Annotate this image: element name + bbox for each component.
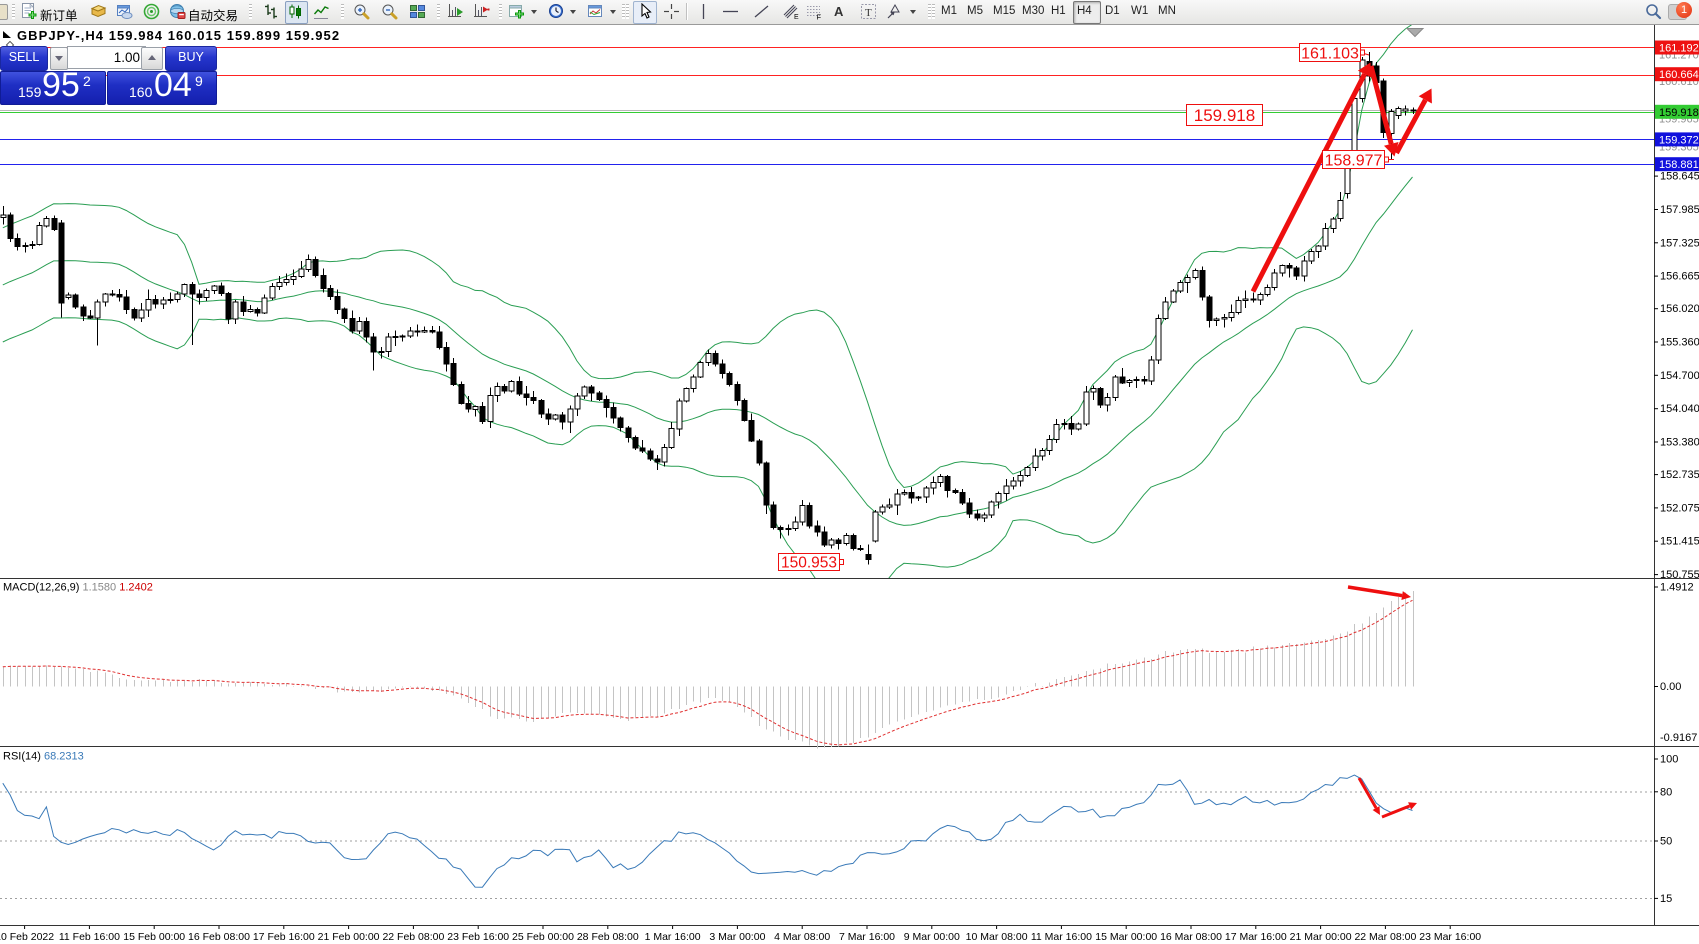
svg-text:25 Feb 00:00: 25 Feb 00:00 bbox=[512, 931, 574, 943]
svg-text:100: 100 bbox=[1660, 754, 1678, 766]
svg-text:E: E bbox=[794, 14, 799, 20]
svg-text:154.040: 154.040 bbox=[1660, 403, 1699, 415]
svg-text:10 Mar 08:00: 10 Mar 08:00 bbox=[966, 931, 1028, 943]
svg-text:156.020: 156.020 bbox=[1660, 303, 1699, 315]
svg-text:15 Feb 00:00: 15 Feb 00:00 bbox=[123, 931, 185, 943]
svg-text:158.645: 158.645 bbox=[1660, 171, 1699, 183]
svg-text:7 Mar 16:00: 7 Mar 16:00 bbox=[839, 931, 895, 943]
svg-text:0.00: 0.00 bbox=[1660, 681, 1681, 693]
svg-text:15: 15 bbox=[1660, 893, 1672, 905]
svg-text:17 Feb 16:00: 17 Feb 16:00 bbox=[253, 931, 315, 943]
svg-text:151.415: 151.415 bbox=[1660, 536, 1699, 548]
svg-text:156.665: 156.665 bbox=[1660, 271, 1699, 283]
svg-text:1.4912: 1.4912 bbox=[1660, 582, 1694, 594]
svg-text:4 Mar 08:00: 4 Mar 08:00 bbox=[774, 931, 830, 943]
svg-text:-0.9167: -0.9167 bbox=[1660, 732, 1697, 744]
svg-text:152.735: 152.735 bbox=[1660, 469, 1699, 481]
svg-text:21 Feb 00:00: 21 Feb 00:00 bbox=[318, 931, 380, 943]
svg-text:50: 50 bbox=[1660, 836, 1672, 848]
svg-text:10 Feb 2022: 10 Feb 2022 bbox=[0, 931, 54, 943]
svg-text:22 Feb 08:00: 22 Feb 08:00 bbox=[382, 931, 444, 943]
svg-text:150.953: 150.953 bbox=[781, 555, 837, 572]
svg-text:21 Mar 00:00: 21 Mar 00:00 bbox=[1290, 931, 1352, 943]
svg-text:MACD(12,26,9) 1.1580 1.2402: MACD(12,26,9) 1.1580 1.2402 bbox=[3, 582, 153, 594]
svg-text:T: T bbox=[865, 7, 872, 19]
svg-text:16 Feb 08:00: 16 Feb 08:00 bbox=[188, 931, 250, 943]
svg-text:157.325: 157.325 bbox=[1660, 237, 1699, 249]
svg-text:159.372: 159.372 bbox=[1659, 134, 1699, 146]
svg-text:150.755: 150.755 bbox=[1660, 569, 1699, 581]
svg-text:F: F bbox=[817, 13, 822, 21]
svg-text:155.360: 155.360 bbox=[1660, 337, 1699, 349]
svg-text:RSI(14) 68.2313: RSI(14) 68.2313 bbox=[3, 751, 84, 763]
svg-text:17 Mar 16:00: 17 Mar 16:00 bbox=[1225, 931, 1287, 943]
svg-text:23 Feb 16:00: 23 Feb 16:00 bbox=[447, 931, 509, 943]
svg-text:161.192: 161.192 bbox=[1659, 43, 1699, 55]
svg-text:11 Feb 16:00: 11 Feb 16:00 bbox=[59, 931, 120, 943]
svg-text:80: 80 bbox=[1660, 786, 1672, 798]
svg-text:9 Mar 00:00: 9 Mar 00:00 bbox=[904, 931, 960, 943]
svg-text:154.700: 154.700 bbox=[1660, 370, 1699, 382]
svg-text:22 Mar 08:00: 22 Mar 08:00 bbox=[1354, 931, 1416, 943]
svg-text:28 Feb 08:00: 28 Feb 08:00 bbox=[577, 931, 639, 943]
svg-text:157.985: 157.985 bbox=[1660, 204, 1699, 216]
svg-text:1 Mar 16:00: 1 Mar 16:00 bbox=[645, 931, 701, 943]
svg-text:159.918: 159.918 bbox=[1659, 107, 1699, 119]
svg-text:153.380: 153.380 bbox=[1660, 437, 1699, 449]
svg-text:16 Mar 08:00: 16 Mar 08:00 bbox=[1160, 931, 1222, 943]
svg-text:159.918: 159.918 bbox=[1194, 106, 1255, 125]
svg-text:160.664: 160.664 bbox=[1659, 69, 1699, 81]
svg-text:23 Mar 16:00: 23 Mar 16:00 bbox=[1419, 931, 1481, 943]
svg-text:15 Mar 00:00: 15 Mar 00:00 bbox=[1095, 931, 1157, 943]
svg-text:158.977: 158.977 bbox=[1325, 152, 1383, 169]
svg-text:158.881: 158.881 bbox=[1659, 159, 1699, 171]
svg-text:11 Mar 16:00: 11 Mar 16:00 bbox=[1031, 931, 1092, 943]
svg-text:GBPJPY-,H4 159.984 160.015 15: GBPJPY-,H4 159.984 160.015 159.899 159.9… bbox=[17, 28, 340, 43]
svg-text:161.103: 161.103 bbox=[1301, 45, 1359, 62]
svg-text:152.075: 152.075 bbox=[1660, 502, 1699, 514]
svg-text:3 Mar 00:00: 3 Mar 00:00 bbox=[709, 931, 765, 943]
